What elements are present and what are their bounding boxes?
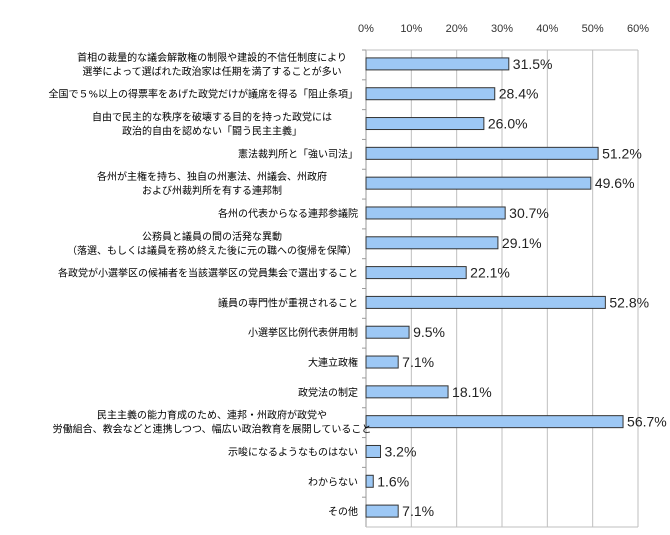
bar	[365, 117, 485, 131]
category-label: および州裁判所を有する連邦制	[142, 184, 282, 197]
bar	[365, 385, 449, 399]
category-label: 民主主義の能力育成のため、連邦・州政府が政党や	[97, 409, 327, 422]
data-label: 18.1%	[452, 384, 492, 400]
data-label: 31.5%	[513, 56, 553, 72]
bar	[365, 325, 410, 339]
x-tick-label: 30%	[491, 23, 513, 35]
data-label: 28.4%	[499, 86, 539, 102]
category-label: わからない	[308, 476, 358, 488]
category-label: 憲法裁判所と「強い司法」	[238, 147, 358, 160]
bar	[365, 176, 592, 190]
bar	[365, 295, 606, 309]
x-tick-label: 10%	[400, 23, 422, 35]
category-label: その他	[328, 505, 358, 518]
category-label: 労働組合、教会などと連携しつつ、幅広い政治教育を展開していること	[53, 423, 372, 436]
category-label: 各政党が小選挙区の候補者を当該選挙区の党員集会で選出すること	[58, 267, 358, 280]
bar	[365, 266, 467, 280]
data-label: 51.2%	[602, 145, 642, 161]
bar	[365, 236, 499, 250]
data-label: 7.1%	[402, 354, 434, 370]
bar	[365, 87, 496, 101]
category-label: （落選、もしくは議員を務め終えた後に元の職への復帰を保障）	[67, 244, 357, 257]
data-label: 22.1%	[470, 265, 510, 281]
bar	[365, 355, 399, 369]
category-label: 公務員と議員の間の活発な異動	[142, 230, 282, 243]
category-label: 示唆になるようなものはない	[228, 445, 358, 458]
data-label: 52.8%	[609, 294, 649, 310]
bar	[365, 57, 510, 71]
data-label: 29.1%	[502, 235, 542, 251]
data-label: 7.1%	[402, 503, 434, 519]
x-tick-label: 20%	[446, 23, 468, 35]
x-tick-label: 50%	[582, 23, 604, 35]
bar	[365, 474, 374, 488]
category-label: 全国で５%以上の得票率をあげた政党だけが議席を得る「阻止条項」	[48, 88, 358, 101]
data-label: 30.7%	[509, 205, 549, 221]
category-label: 各州が主権を持ち、独自の州憲法、州議会、州政府	[97, 170, 327, 183]
data-label: 1.6%	[377, 473, 409, 489]
category-label: 大連立政権	[308, 356, 358, 369]
x-tick-label: 40%	[536, 23, 558, 35]
x-tick-label: 60%	[627, 23, 649, 35]
category-label: 議員の専門性が重視されること	[218, 296, 358, 309]
data-label: 9.5%	[413, 324, 445, 340]
category-label: 各州の代表からなる連邦参議院	[218, 207, 358, 220]
x-tick-label: 0%	[358, 23, 374, 35]
bar	[365, 444, 382, 458]
category-label: 首相の裁量的な議会解散権の制限や建設的不信任制度により	[77, 51, 347, 64]
data-label: 56.7%	[627, 414, 667, 430]
bar	[365, 415, 624, 429]
bar	[365, 206, 506, 220]
category-label: 政党法の制定	[298, 386, 358, 399]
data-label: 49.6%	[595, 175, 635, 191]
category-label: 政治的自由を認めない「闘う民主主義」	[122, 125, 302, 138]
category-label: 選挙によって選ばれた政治家は任期を満了することが多い	[82, 65, 341, 78]
bar	[365, 146, 599, 160]
category-label: 自由で民主的な秩序を破壊する目的を持った政党には	[92, 111, 332, 124]
category-label: 小選挙区比例代表併用制	[248, 326, 358, 339]
data-label: 26.0%	[488, 116, 528, 132]
data-label: 3.2%	[385, 443, 417, 459]
bar	[365, 504, 399, 518]
